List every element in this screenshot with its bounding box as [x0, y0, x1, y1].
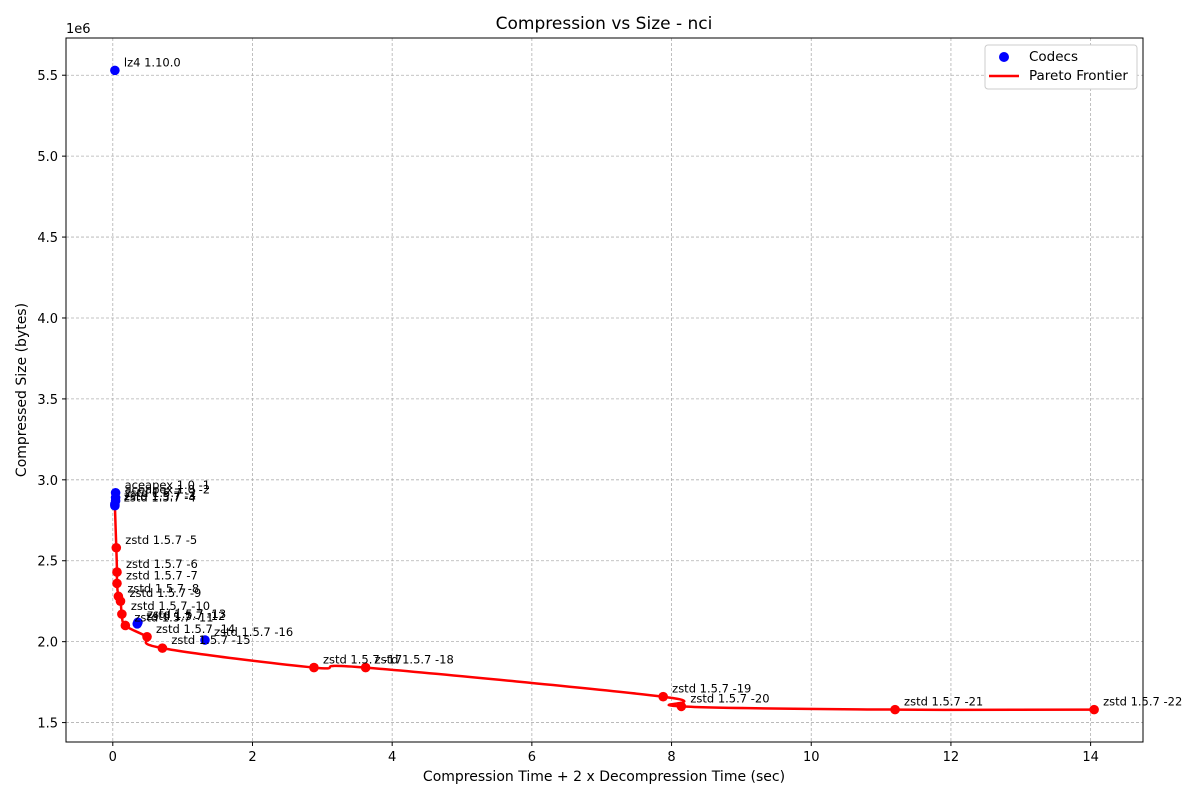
x-tick-label: 0	[109, 750, 117, 765]
pareto-point	[120, 620, 131, 631]
plot-area-frame	[65, 37, 1144, 743]
point-label: zstd 1.5.7 -11	[134, 610, 213, 624]
codec-point	[110, 65, 120, 76]
point-label: zstd 1.5.7 -4	[124, 491, 196, 505]
pareto-point	[111, 542, 122, 553]
x-tick-label: 2	[248, 750, 256, 765]
x-tick-label: 10	[803, 750, 820, 765]
y-tick-label: 1.5	[37, 717, 58, 732]
pareto-point	[142, 632, 152, 642]
legend-box	[984, 44, 1138, 90]
data-points	[110, 65, 1099, 715]
x-axis-label: Compression Time + 2 x Decompression Tim…	[423, 769, 785, 785]
point-label: zstd 1.5.7 -7	[126, 568, 198, 582]
pareto-point	[115, 596, 126, 606]
x-axis-ticks: 0 2 4 6 8 10 12 14	[109, 742, 1099, 765]
y-axis-offset-label: 1e6	[66, 22, 91, 37]
y-tick-label: 2.0	[37, 636, 58, 651]
x-tick-label: 6	[528, 750, 536, 765]
legend-codecs-marker	[999, 52, 1009, 62]
x-tick-label: 14	[1082, 750, 1099, 765]
grid	[66, 38, 1143, 742]
pareto-point	[360, 662, 371, 673]
y-tick-label: 3.5	[37, 393, 58, 408]
point-label: zstd 1.5.7 -13	[147, 607, 226, 621]
point-label: zstd 1.5.7 -19	[672, 682, 751, 696]
x-tick-label: 12	[943, 750, 960, 765]
point-label: zstd 1.5.7 -16	[214, 625, 293, 639]
y-tick-label: 3.0	[37, 474, 58, 489]
legend-codecs-label: Codecs	[1029, 49, 1078, 65]
point-label: zstd 1.5.7 -15	[171, 633, 250, 647]
point-label: aceapex 1.0 -2	[125, 483, 211, 497]
y-tick-label: 4.5	[37, 231, 58, 246]
codec-point	[133, 617, 143, 628]
point-label: lz4 1.10.0	[124, 55, 181, 69]
legend-pareto-label: Pareto Frontier	[1029, 68, 1128, 84]
point-label: zstd 1.5.7 -9	[129, 586, 201, 600]
point-label: zstd 1.5.7 -10	[131, 599, 210, 613]
legend: Codecs Pareto Frontier	[984, 44, 1138, 90]
x-tick-label: 4	[388, 750, 396, 765]
y-tick-label: 5.5	[37, 69, 58, 84]
y-axis-label: Compressed Size (bytes)	[14, 303, 30, 477]
y-axis-ticks: 1.5 2.0 2.5 3.0 3.5 4.0 4.5 5.0 5.5	[37, 69, 66, 732]
x-tick-label: 8	[667, 750, 675, 765]
point-label: zstd 1.5.7 -21	[904, 695, 983, 709]
point-label: zstd 1.5.7 -18	[375, 653, 454, 667]
point-label: zstd 1.5.7 -8	[127, 581, 199, 595]
point-label: zstd 1.5.7 -2	[125, 486, 197, 500]
pareto-point	[676, 701, 687, 712]
point-label: zstd 1.5.7 -6	[126, 557, 198, 571]
y-tick-label: 2.5	[37, 555, 58, 570]
pareto-point	[658, 691, 668, 702]
point-label: zstd 1.5.7 -3	[124, 489, 196, 503]
point-label: zstd 1.5.7 -14	[156, 622, 235, 636]
point-label: zstd 1.5.7 -17	[323, 653, 402, 667]
pareto-point	[117, 609, 127, 619]
pareto-point	[112, 578, 122, 589]
pareto-point	[890, 704, 900, 715]
pareto-point	[112, 567, 122, 577]
codec-point	[110, 500, 120, 511]
pareto-point	[157, 643, 168, 653]
point-label: aceapex 1.0 -1	[125, 478, 211, 492]
chart-title: Compression vs Size - nci	[496, 14, 713, 34]
point-label: zstd 1.5.7 -12	[146, 609, 225, 623]
point-label: zstd 1.5.7 -5	[125, 533, 197, 547]
pareto-point	[309, 662, 319, 673]
pareto-point	[1089, 704, 1099, 715]
point-label: zstd 1.5.7 -20	[690, 691, 769, 705]
y-tick-label: 5.0	[37, 150, 58, 165]
codec-point	[200, 635, 210, 645]
y-tick-label: 4.0	[37, 312, 58, 327]
